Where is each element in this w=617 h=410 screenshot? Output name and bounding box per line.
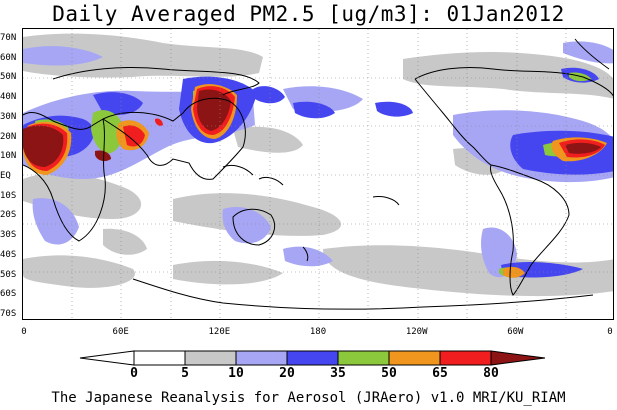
concentration-above-80-layer <box>23 89 601 167</box>
latitude-label: 30N <box>0 111 17 122</box>
latitude-label: 20N <box>0 131 17 142</box>
longitude-label: 0 <box>21 327 27 337</box>
colorbar-bin <box>286 350 339 366</box>
colorbar-tick-label: 50 <box>381 366 397 381</box>
colorbar-tick-label: 10 <box>228 366 244 381</box>
colorbar-tick-label: 5 <box>181 366 189 381</box>
colorbar-tick-label: 80 <box>483 366 499 381</box>
latitude-label: 30S <box>0 230 17 241</box>
latitude-label: 50N <box>0 72 17 83</box>
longitude-label: 120W <box>405 327 428 337</box>
longitude-label: 60E <box>112 327 129 337</box>
coastline-outlines <box>23 38 613 310</box>
colorbar-bin <box>439 350 492 366</box>
colorbar-bin <box>388 350 441 366</box>
latitude-label: 40S <box>0 249 17 260</box>
latitude-label: EQ <box>0 171 11 181</box>
colorbar-bin-below-0 <box>79 350 135 366</box>
colorbar-bin <box>184 350 237 366</box>
map-title: Daily Averaged PM2.5 [ug/m3]: 01Jan2012 <box>52 2 565 26</box>
latitude-label: 20S <box>0 210 17 221</box>
map-footer: The Japanese Reanalysis for Aerosol (JRA… <box>51 390 566 406</box>
colorbar-tick-label: 35 <box>330 366 346 381</box>
colorbar-bin <box>133 350 186 366</box>
latitude-label: 70S <box>0 309 17 319</box>
map-gridlines <box>23 29 613 319</box>
pm25-field-map <box>23 29 613 319</box>
colorbar-tick-label: 0 <box>130 366 138 381</box>
colorbar-tick-label: 20 <box>279 366 295 381</box>
longitude-label: 0 <box>607 327 613 337</box>
latitude-label: 70N <box>0 33 17 43</box>
latitude-label: 10N <box>0 151 17 162</box>
colorbar <box>79 350 546 366</box>
longitude-label: 180 <box>309 327 327 337</box>
latitude-label: 60S <box>0 289 17 300</box>
colorbar-bin <box>235 350 288 366</box>
latitude-label: 50S <box>0 269 17 280</box>
colorbar-bin-above-80 <box>490 350 546 366</box>
colorbar-bin <box>337 350 390 366</box>
colorbar-tick-label: 65 <box>432 366 448 381</box>
latitude-label: 60N <box>0 52 17 63</box>
longitude-label: 120E <box>208 327 231 337</box>
latitude-label: 40N <box>0 92 17 103</box>
map-plot-area <box>22 28 614 320</box>
longitude-label: 60W <box>507 327 524 337</box>
latitude-label: 10S <box>0 190 17 201</box>
